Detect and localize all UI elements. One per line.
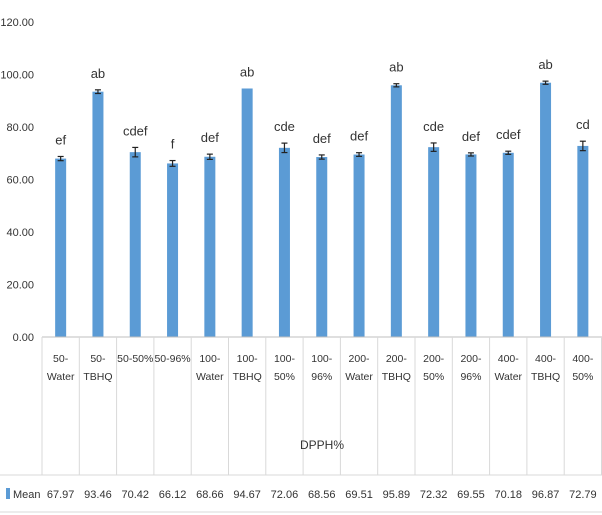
bar: [502, 152, 514, 337]
x-tick-label: 50%: [423, 371, 444, 383]
x-tick-label: 100-: [199, 353, 221, 365]
y-tick-label: 100.00: [0, 70, 34, 82]
significance-letters: efabcdeffdefabcdedefdefabcdedefcdefabcdc…: [55, 57, 590, 152]
significance-letter: def: [313, 131, 331, 146]
bar: [204, 156, 216, 337]
x-tick-label: 200-: [386, 353, 408, 365]
y-tick-label: 40.00: [6, 227, 34, 239]
x-tick-label: 50-50%: [117, 353, 153, 365]
bar: [92, 91, 104, 337]
data-label: 70.42: [121, 489, 149, 501]
data-label: 66.12: [159, 489, 187, 501]
bar: [428, 147, 440, 337]
x-tick-label: Water: [345, 371, 373, 383]
y-tick-label: 0.00: [13, 332, 34, 344]
x-tick-label: 400-: [498, 353, 520, 365]
x-tick-label: Water: [196, 371, 224, 383]
bar: [278, 147, 290, 337]
bar: [540, 82, 552, 337]
significance-letter: cde: [274, 119, 295, 134]
x-tick-label: 200-: [460, 353, 482, 365]
error-bars: [57, 80, 586, 167]
significance-letter: ef: [55, 132, 66, 147]
bar: [353, 154, 365, 337]
x-tick-label: 200-: [349, 353, 371, 365]
data-label: 96.87: [532, 489, 560, 501]
data-label: 67.97: [47, 489, 75, 501]
bar: [167, 163, 179, 337]
x-tick-label: 200-: [423, 353, 445, 365]
x-tick-label: TBHQ: [233, 371, 262, 383]
x-tick-label: 96%: [460, 371, 481, 383]
bar: [241, 88, 253, 338]
bar: [316, 157, 328, 337]
x-tick-label: 400-: [572, 353, 594, 365]
x-tick-label: 50%: [274, 371, 295, 383]
data-label: 68.56: [308, 489, 336, 501]
data-table: Mean 67.97 93.46 70.42 66.12 68.66 94.67 72.06 6…: [0, 474, 602, 513]
data-label: 72.79: [569, 489, 597, 501]
data-label: 95.89: [383, 489, 411, 501]
data-label: 70.18: [494, 489, 522, 501]
bar: [55, 158, 67, 337]
significance-letter: cdef: [123, 123, 148, 138]
x-tick-label: 100-: [237, 353, 259, 365]
significance-letter: ab: [91, 66, 105, 81]
significance-letter: cdef: [496, 127, 521, 142]
data-label: 72.06: [271, 489, 299, 501]
x-tick-label: 100-: [274, 353, 296, 365]
x-tick-label: Water: [47, 371, 75, 383]
y-axis: 0.00 20.00 40.00 60.00 80.00 100.00 120.00: [0, 17, 34, 344]
data-label: 93.46: [84, 489, 112, 501]
legend-label: Mean: [13, 489, 41, 501]
x-axis-title: DPPH%: [300, 438, 344, 452]
y-tick-label: 60.00: [6, 175, 34, 187]
x-tick-label: 50-96%: [154, 353, 190, 365]
significance-letter: ab: [389, 60, 403, 75]
bar-series-mean: [55, 82, 589, 338]
x-tick-label: 50-: [90, 353, 106, 365]
x-tick-label: TBHQ: [382, 371, 411, 383]
x-tick-label: 96%: [311, 371, 332, 383]
x-tick-label: TBHQ: [83, 371, 112, 383]
data-label: 94.67: [233, 489, 261, 501]
x-tick-label: 100-: [311, 353, 333, 365]
y-tick-label: 120.00: [0, 17, 34, 29]
y-tick-label: 80.00: [6, 122, 34, 134]
significance-letter: def: [201, 130, 219, 145]
bar: [465, 154, 477, 337]
data-label: 68.66: [196, 489, 224, 501]
x-tick-label: 400-: [535, 353, 557, 365]
bar: [577, 145, 589, 337]
significance-letter: cd: [576, 117, 590, 132]
x-tick-label: TBHQ: [531, 371, 560, 383]
data-label: 69.55: [457, 489, 485, 501]
significance-letter: cde: [423, 119, 444, 134]
significance-letter: def: [462, 129, 480, 144]
x-axis: 50- Water 50- TBHQ 50-50% 50-96% 100- Water 100-…: [41, 336, 602, 475]
bar: [390, 85, 402, 337]
legend-swatch: [6, 488, 10, 499]
y-tick-label: 20.00: [6, 280, 34, 292]
data-label: 69.51: [345, 489, 373, 501]
x-tick-label: 50%: [572, 371, 593, 383]
significance-letter: def: [350, 129, 368, 144]
significance-letter: f: [171, 137, 175, 152]
bar: [129, 152, 141, 337]
x-tick-label: Water: [494, 371, 522, 383]
x-tick-label: 50-: [53, 353, 69, 365]
significance-letter: ab: [240, 64, 254, 79]
data-label: 72.32: [420, 489, 448, 501]
significance-letter: ab: [538, 57, 552, 72]
